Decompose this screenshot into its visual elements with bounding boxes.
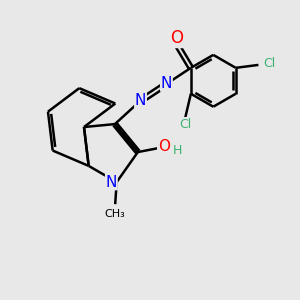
Text: O: O [169,29,183,47]
Text: Cl: Cl [263,57,275,70]
Text: H: H [173,144,183,157]
Text: N: N [161,76,172,91]
Text: CH₃: CH₃ [105,208,126,219]
Text: Cl: Cl [179,118,191,130]
Text: N: N [106,175,117,190]
Text: O: O [158,139,170,154]
Text: N: N [135,93,146,108]
